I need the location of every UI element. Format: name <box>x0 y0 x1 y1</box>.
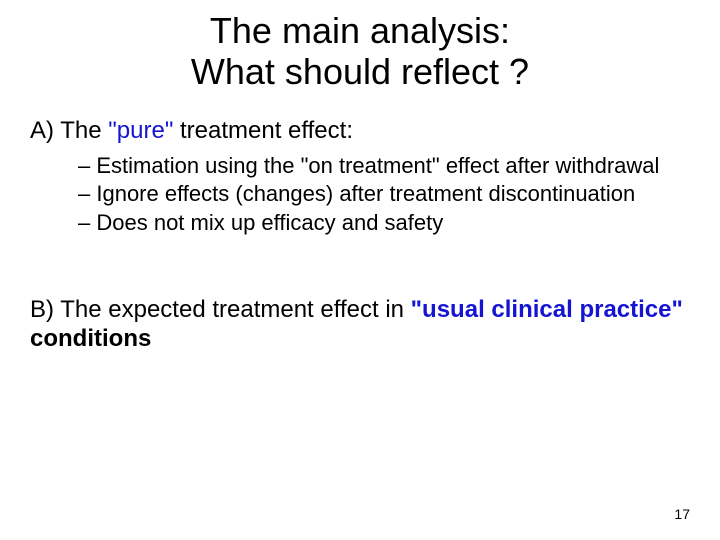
section-a-bullets: Estimation using the "on treatment" effe… <box>30 153 690 236</box>
page-number: 17 <box>674 506 690 522</box>
section-b-part2: conditions <box>30 325 151 352</box>
section-a-highlight: "pure" <box>108 117 173 144</box>
slide-title: The main analysis: What should reflect ? <box>30 10 690 93</box>
section-a-suffix: treatment effect: <box>173 117 353 144</box>
list-item: Ignore effects (changes) after treatment… <box>78 181 690 207</box>
section-a-heading: A) The "pure" treatment effect: <box>30 117 690 145</box>
section-b-heading: B) The expected treatment effect in "usu… <box>30 296 690 354</box>
title-line-2: What should reflect ? <box>191 51 529 92</box>
list-item: Does not mix up efficacy and safety <box>78 210 690 236</box>
section-a-prefix: A) The <box>30 117 108 144</box>
section-b-part1: B) The expected treatment effect in <box>30 296 411 323</box>
slide: The main analysis: What should reflect ?… <box>0 0 720 540</box>
title-line-1: The main analysis: <box>210 10 510 51</box>
list-item: Estimation using the "on treatment" effe… <box>78 153 690 179</box>
section-b-highlight: "usual clinical practice" <box>411 296 683 323</box>
